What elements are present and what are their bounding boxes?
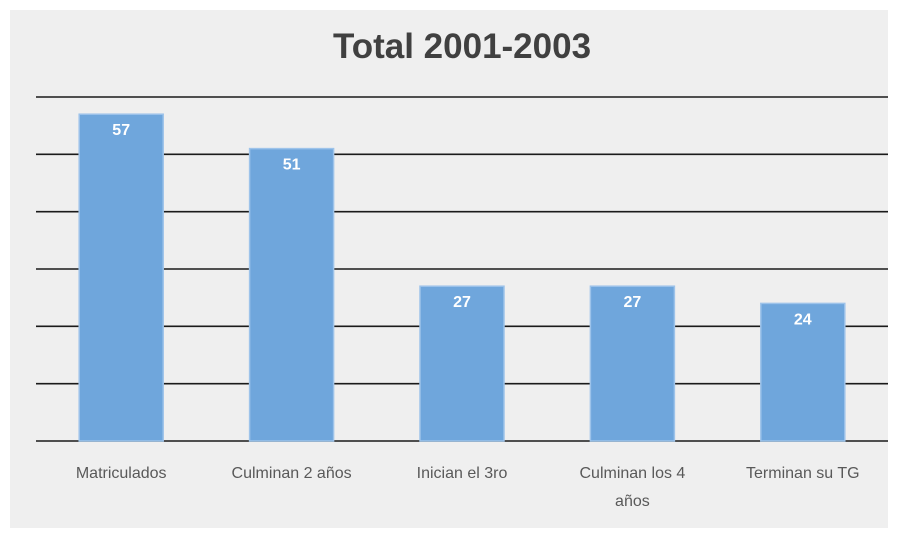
data-label-1: 57	[112, 122, 130, 139]
bar-4	[589, 285, 676, 442]
category-label-line: Matriculados	[76, 465, 167, 482]
data-label-2: 51	[283, 157, 301, 174]
category-label-line: Culminan los 4	[579, 465, 685, 482]
data-label-4: 27	[624, 294, 642, 311]
chart-title: Total 2001-2003	[333, 27, 591, 66]
category-label-1: Matriculados	[76, 465, 167, 482]
data-label-5: 24	[794, 311, 812, 328]
category-label-4: Culminan los 4 años	[579, 465, 685, 510]
category-label-line: Inician el 3ro	[417, 465, 508, 482]
bar-5	[760, 302, 846, 442]
data-labels: 57 51 27 27 24	[112, 122, 811, 328]
category-label-line: Culminan 2 años	[232, 465, 352, 482]
category-label-line: años	[615, 493, 650, 510]
data-label-3: 27	[453, 294, 471, 311]
bar-2	[248, 147, 335, 442]
bar-3	[419, 285, 505, 442]
category-labels: Matriculados Culminan 2 años Inician el 3r…	[76, 465, 860, 510]
category-label-2: Culminan 2 años	[232, 465, 352, 482]
category-label-3: Inician el 3ro	[417, 465, 508, 482]
bars	[78, 113, 846, 442]
category-label-5: Terminan su TG	[746, 465, 860, 482]
bar-1	[78, 113, 164, 442]
category-label-line: Terminan su TG	[746, 465, 860, 482]
